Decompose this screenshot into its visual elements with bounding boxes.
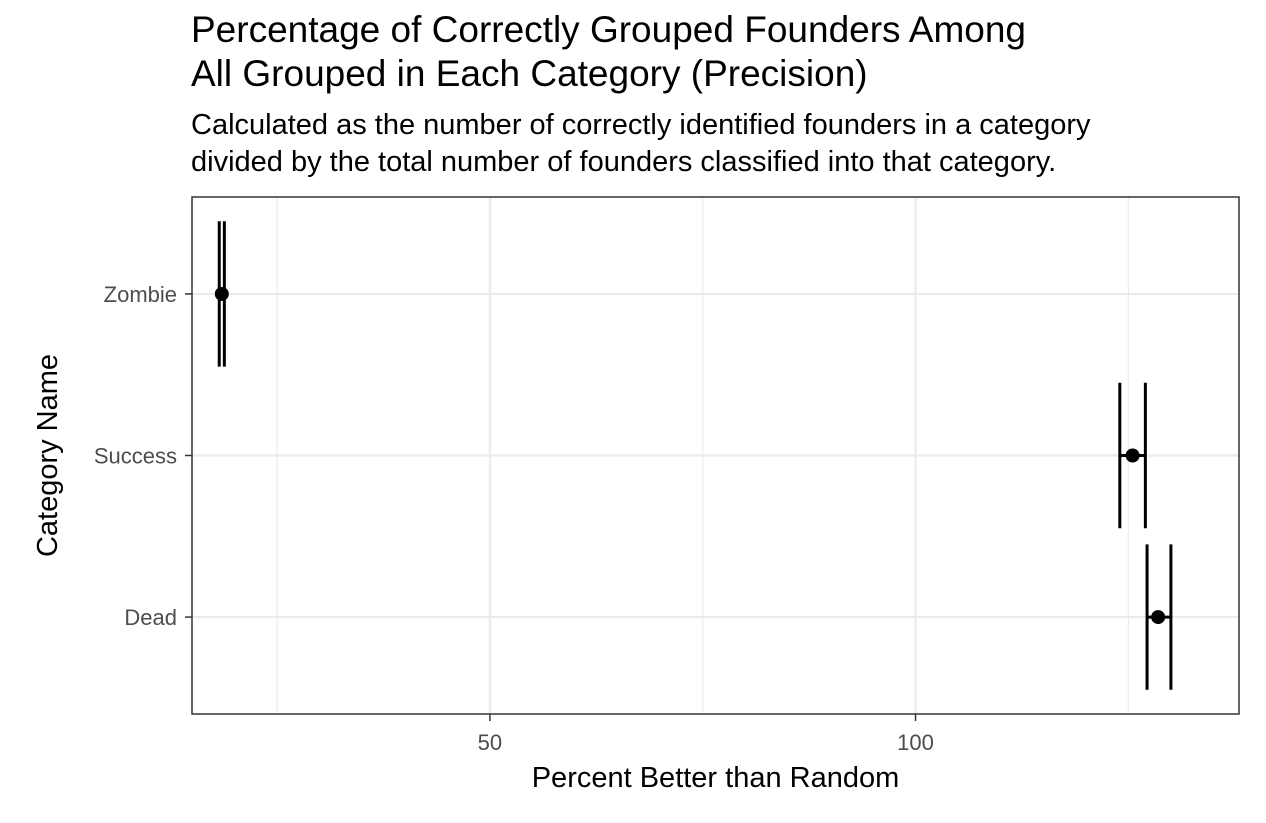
y-tick-label: Success — [94, 444, 177, 469]
chart-subtitle-line-1: Calculated as the number of correctly id… — [191, 109, 1091, 141]
chart-title: Percentage of Correctly Grouped Founders… — [191, 8, 1026, 96]
data-point-dead — [1151, 610, 1166, 625]
chart-title-line-2: All Grouped in Each Category (Precision) — [191, 53, 868, 94]
y-axis-title: Category Name — [32, 354, 64, 557]
x-axis-title: Percent Better than Random — [532, 762, 900, 794]
chart-subtitle: Calculated as the number of correctly id… — [191, 107, 1091, 181]
chart-title-line-1: Percentage of Correctly Grouped Founders… — [191, 9, 1027, 50]
x-tick-label: 100 — [897, 730, 934, 755]
y-tick-label: Dead — [124, 605, 177, 630]
y-tick-label: Zombie — [104, 282, 177, 307]
data-point-success — [1125, 448, 1140, 463]
chart-subtitle-line-2: divided by the total number of founders … — [191, 146, 1057, 178]
data-point-zombie — [214, 286, 229, 301]
x-tick-label: 50 — [478, 730, 502, 755]
